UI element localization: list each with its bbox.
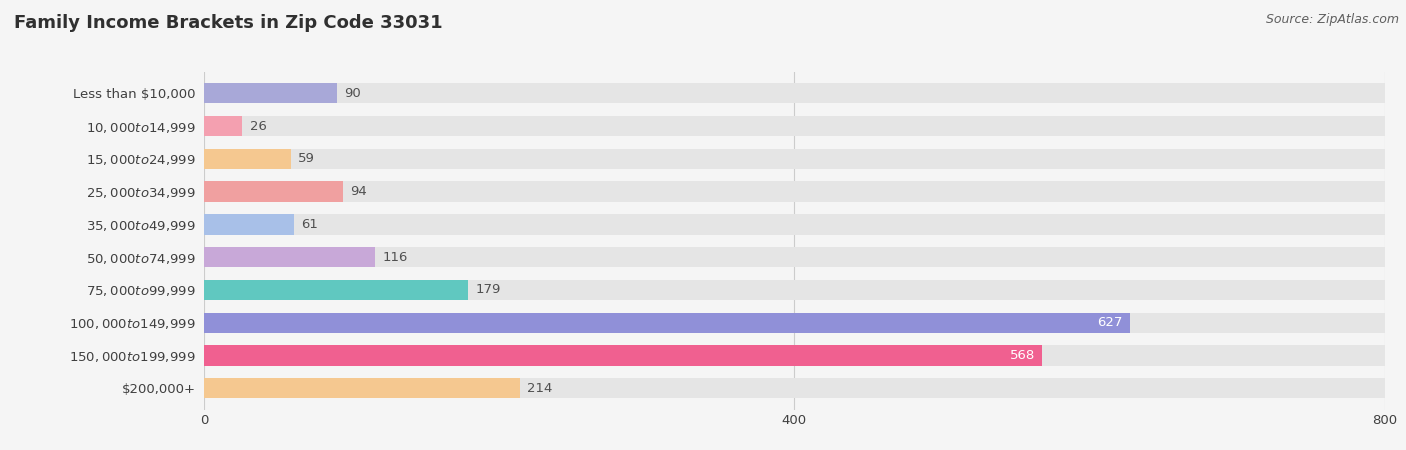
Text: 179: 179 (475, 284, 501, 297)
Bar (204, 214, 1385, 234)
Bar (204, 378, 520, 398)
Bar (204, 116, 1385, 136)
Bar (204, 280, 468, 300)
Bar (204, 148, 1385, 169)
Text: 90: 90 (344, 87, 361, 100)
Text: 94: 94 (350, 185, 367, 198)
Bar (204, 83, 1385, 104)
Text: 59: 59 (298, 153, 315, 165)
Bar (204, 345, 1042, 365)
Text: 26: 26 (250, 120, 267, 133)
Bar (204, 345, 1385, 365)
Text: 116: 116 (382, 251, 408, 264)
Bar (204, 247, 375, 267)
Bar (204, 312, 1129, 333)
Bar (204, 280, 1385, 300)
Bar (204, 312, 1385, 333)
Text: Family Income Brackets in Zip Code 33031: Family Income Brackets in Zip Code 33031 (14, 14, 443, 32)
Bar (204, 214, 294, 234)
Bar (204, 378, 1385, 398)
Bar (204, 181, 1385, 202)
Text: Source: ZipAtlas.com: Source: ZipAtlas.com (1265, 14, 1399, 27)
Bar (204, 83, 337, 104)
Bar (204, 116, 242, 136)
Text: 61: 61 (301, 218, 318, 231)
Text: 568: 568 (1010, 349, 1035, 362)
Text: 627: 627 (1097, 316, 1122, 329)
Bar (204, 247, 1385, 267)
Bar (204, 148, 291, 169)
Text: 214: 214 (527, 382, 553, 395)
Bar (204, 181, 343, 202)
